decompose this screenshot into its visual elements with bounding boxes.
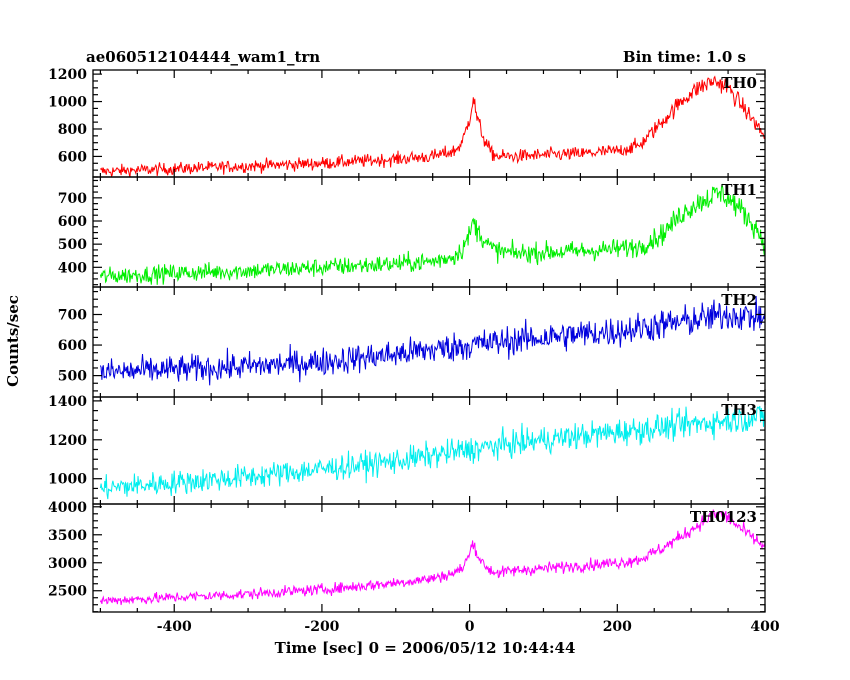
series-line-th1 (99, 183, 765, 285)
x-ticks (99, 287, 766, 397)
y-tick-label: 1000 (48, 95, 87, 111)
series-line-th0123 (99, 509, 765, 606)
y-tick-label: 1200 (48, 433, 87, 449)
series-label-th2: TH2 (721, 291, 757, 309)
panel-frame (92, 176, 766, 288)
y-ticks: 1000 1200 1400 (48, 394, 765, 499)
y-axis-label: Counts/sec (4, 295, 22, 387)
y-tick-label: 600 (58, 338, 87, 354)
x-tick-label: 0 (465, 619, 475, 635)
y-ticks: 500 600 700 (58, 290, 765, 392)
series-label-th3: TH3 (721, 401, 757, 419)
series-line-th0 (100, 75, 765, 177)
y-tick-label: 500 (58, 369, 87, 385)
x-axis-label: Time [sec] 0 = 2006/05/12 10:44:44 (275, 639, 576, 657)
y-tick-label: 600 (58, 149, 87, 165)
x-tick-label: 200 (603, 619, 632, 635)
x-tick-labels: -400 -200 0 200 400 (157, 619, 780, 635)
y-tick-label: 500 (58, 237, 87, 253)
panel-th0: 600 800 1000 1200 TH0 (48, 67, 766, 178)
y-ticks: 600 800 1000 1200 (48, 67, 765, 178)
panel-th2: 500 600 700 TH2 (58, 286, 766, 398)
x-ticks (99, 177, 766, 287)
chart-title: ae060512104444_wam1_trn (86, 48, 320, 66)
y-tick-label: 1400 (48, 394, 87, 410)
panel-frame (92, 503, 766, 613)
panel-th3: 1000 1200 1400 TH3 (48, 394, 766, 505)
x-tick-label: -200 (304, 619, 339, 635)
y-tick-label: 800 (58, 122, 87, 138)
x-ticks (99, 397, 766, 504)
panel-frame (92, 286, 766, 398)
x-ticks (99, 504, 766, 612)
x-tick-label: -400 (157, 619, 192, 635)
series-line-th3 (99, 405, 765, 500)
panel-th0123: 2500 3000 3500 4000 TH0123 (48, 500, 766, 613)
y-ticks: 2500 3000 3500 4000 (48, 500, 765, 613)
y-tick-label: 3000 (48, 556, 87, 572)
y-tick-label: 2500 (48, 584, 87, 600)
series-label-th1: TH1 (721, 181, 757, 199)
bin-time-label: Bin time: 1.0 s (623, 48, 746, 66)
y-tick-label: 600 (58, 214, 87, 230)
y-tick-label: 3500 (48, 528, 87, 544)
y-ticks: 400 500 600 700 (58, 179, 765, 286)
x-ticks (99, 70, 766, 177)
series-label-th0: TH0 (721, 74, 757, 92)
y-tick-label: 700 (58, 308, 87, 324)
y-tick-label: 1000 (48, 472, 87, 488)
panels-group: 600 800 1000 1200 TH0 400 500 600 700 TH1 500 600 70… (48, 67, 766, 613)
y-tick-label: 4000 (48, 500, 87, 516)
y-tick-label: 400 (58, 260, 87, 276)
series-label-th0123: TH0123 (690, 508, 757, 526)
y-tick-label: 700 (58, 191, 87, 207)
y-tick-label: 1200 (48, 67, 87, 83)
series-line-th2 (99, 295, 765, 386)
x-tick-label: 400 (750, 619, 779, 635)
panel-th1: 400 500 600 700 TH1 (58, 176, 766, 288)
